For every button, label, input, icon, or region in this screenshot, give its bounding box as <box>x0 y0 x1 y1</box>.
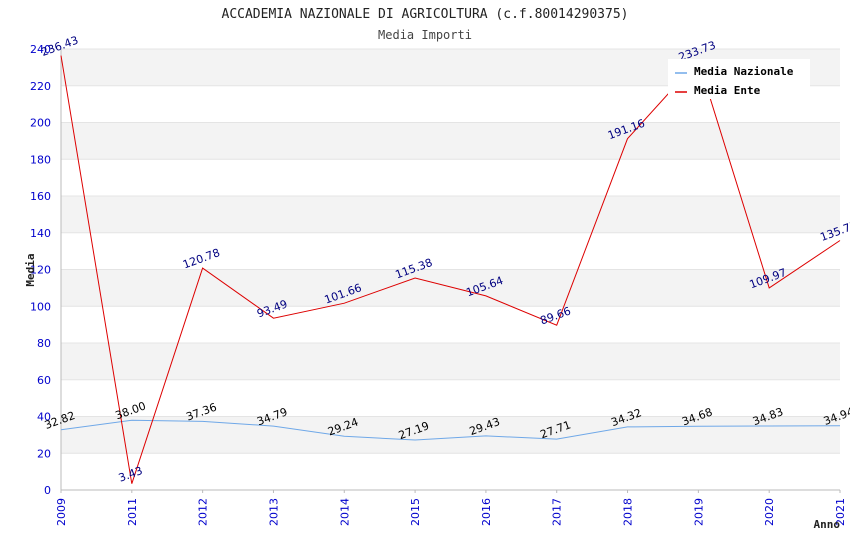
grid-band <box>61 196 840 233</box>
grid-band <box>61 416 840 454</box>
grid-bands <box>61 48 840 491</box>
x-tick-label: 2018 <box>622 498 635 526</box>
y-tick-label: 140 <box>30 227 51 240</box>
x-tick-label: 2019 <box>692 498 705 526</box>
legend-label-media-ente: Media Ente <box>694 84 761 97</box>
x-tick-label: 2009 <box>55 498 68 526</box>
y-tick-label: 20 <box>37 447 51 460</box>
grid-band <box>61 306 840 343</box>
y-tick-label: 240 <box>30 43 51 56</box>
chart-subtitle: Media Importi <box>378 28 472 42</box>
y-axis-label: Media <box>24 253 37 286</box>
chart-title: ACCADEMIA NAZIONALE DI AGRICOLTURA (c.f.… <box>222 7 629 22</box>
grid-band <box>61 122 840 160</box>
x-tick-label: 2020 <box>763 498 776 526</box>
grid-band <box>61 232 840 270</box>
y-tick-label: 160 <box>30 190 51 203</box>
x-axis-label: Anno <box>814 518 841 531</box>
y-tick-label: 200 <box>30 117 51 130</box>
y-tick-label: 80 <box>37 337 51 350</box>
axes <box>60 49 840 491</box>
y-tick-labels: 0 20 40 60 80 100 120 140 160 180 200 220 240 <box>30 43 51 497</box>
y-tick-label: 120 <box>30 264 51 277</box>
x-tick-label: 2017 <box>551 498 564 526</box>
x-tick-label: 2011 <box>126 498 139 526</box>
grid-band <box>61 159 840 196</box>
x-tick-label: 2016 <box>480 498 493 526</box>
x-tick-label: 2012 <box>197 498 210 526</box>
x-tick-label: 2015 <box>409 498 422 526</box>
grid-band <box>61 269 840 307</box>
grid-band <box>61 379 840 417</box>
y-tick-label: 0 <box>44 484 51 497</box>
y-tick-label: 220 <box>30 80 51 93</box>
legend-label-media-nazionale: Media Nazionale <box>694 65 794 78</box>
y-tick-label: 60 <box>37 374 51 387</box>
x-tick-label: 2021 <box>834 498 847 526</box>
y-tick-label: 40 <box>37 411 51 424</box>
series-line-media-nazionale <box>60 419 841 441</box>
y-tick-label: 180 <box>30 153 51 166</box>
y-tick-label: 100 <box>30 300 51 313</box>
legend: Media Nazionale Media Ente <box>668 59 810 99</box>
grid-band <box>61 453 840 490</box>
x-tick-labels: 2009 2011 2012 2013 2014 2015 2016 2017 2018 2019… <box>55 490 847 526</box>
legend-box <box>668 59 810 99</box>
grid-band <box>61 343 840 380</box>
x-tick-label: 2014 <box>338 498 351 526</box>
x-tick-label: 2013 <box>267 498 280 526</box>
